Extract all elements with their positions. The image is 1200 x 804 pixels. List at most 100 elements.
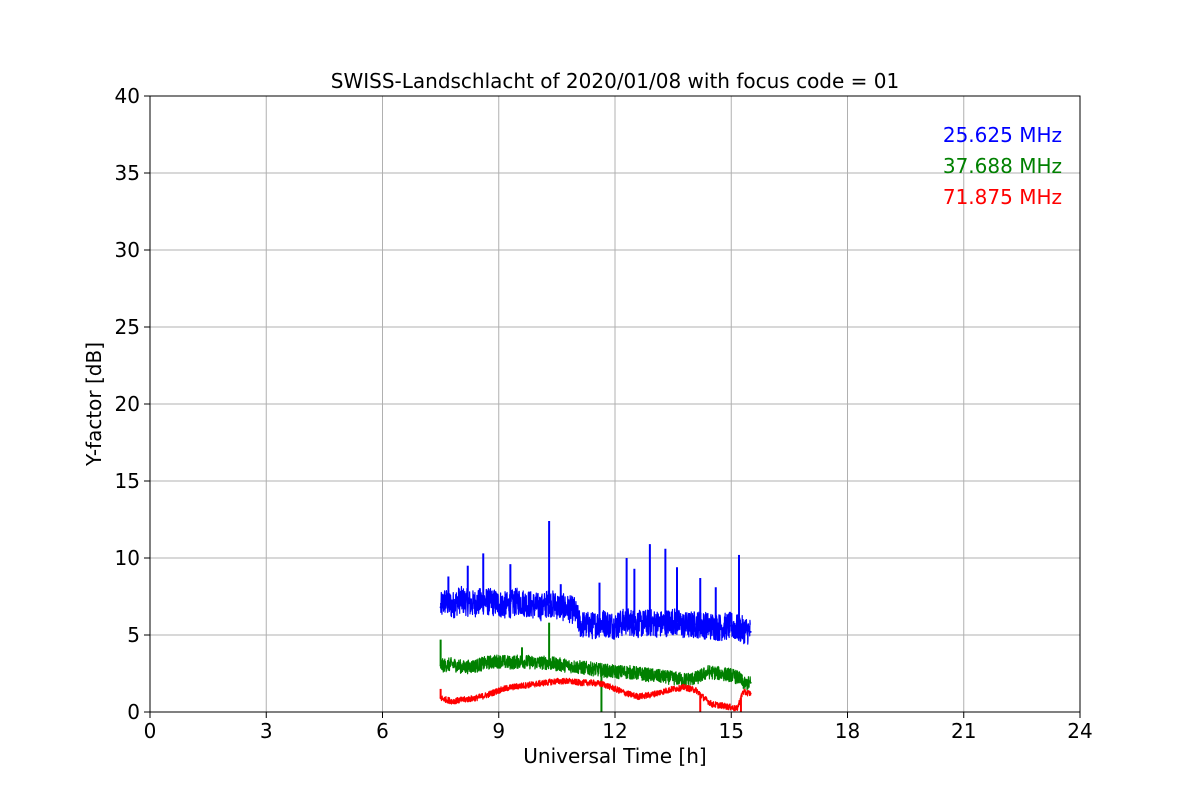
- y-tick-label: 40: [115, 84, 140, 108]
- data-point: [590, 624, 593, 627]
- data-point: [590, 667, 593, 670]
- data-point: [648, 674, 651, 677]
- chart-title: SWISS-Landschlacht of 2020/01/08 with fo…: [331, 69, 899, 93]
- data-point: [660, 690, 663, 693]
- legend: 25.625 MHz 37.688 MHz 71.875 MHz: [943, 123, 1062, 209]
- data-point: [730, 706, 733, 709]
- data-point: [614, 687, 616, 690]
- x-tick-label: 18: [835, 719, 860, 743]
- y-tick-label: 30: [115, 238, 140, 262]
- data-point: [462, 698, 465, 701]
- data-point: [555, 680, 558, 683]
- data-point: [614, 670, 616, 673]
- data-point: [672, 687, 675, 690]
- y-tick-label: 5: [127, 623, 140, 647]
- y-tick-label: 35: [115, 161, 140, 185]
- data-point: [474, 697, 477, 700]
- series-2: [439, 677, 752, 712]
- data-point: [443, 600, 446, 603]
- data-point: [521, 684, 523, 687]
- x-tick-label: 3: [260, 719, 273, 743]
- y-tick-label: 10: [115, 546, 140, 570]
- data-point: [482, 600, 485, 603]
- data-point: [439, 664, 442, 667]
- data-point: [707, 670, 709, 673]
- data-point: [718, 626, 721, 629]
- data-point: [497, 689, 500, 692]
- data-point: [736, 707, 739, 710]
- y-tick-label: 20: [115, 392, 140, 416]
- data-point: [672, 620, 675, 623]
- data-point: [439, 697, 442, 700]
- data-point: [625, 670, 628, 673]
- data-point: [602, 683, 605, 686]
- x-tick-label: 21: [951, 719, 976, 743]
- data-point: [695, 689, 698, 692]
- legend-entry: 37.688 MHz: [943, 154, 1062, 178]
- data-point: [749, 681, 752, 684]
- data-point: [660, 623, 663, 626]
- data-point: [730, 674, 733, 677]
- data-point: [683, 686, 686, 689]
- y-axis-label: Y-factor [dB]: [82, 342, 106, 467]
- data-point: [567, 680, 570, 683]
- data-point: [743, 683, 746, 686]
- data-point: [703, 697, 706, 700]
- data-point: [738, 677, 740, 680]
- data-point: [486, 694, 489, 697]
- data-point: [745, 629, 748, 632]
- data-point: [521, 660, 523, 663]
- data-point: [493, 601, 496, 604]
- data-point: [470, 603, 473, 606]
- data-point: [544, 681, 547, 684]
- data-point: [683, 678, 686, 681]
- data-point: [614, 624, 616, 627]
- data-point: [695, 677, 698, 680]
- data-point: [509, 661, 512, 664]
- data-point: [749, 630, 752, 633]
- data-point: [497, 660, 500, 663]
- data-point: [573, 609, 576, 612]
- data-point: [730, 624, 733, 627]
- data-point: [548, 601, 551, 604]
- data-point: [451, 663, 454, 666]
- data-point: [509, 686, 512, 689]
- data-point: [683, 624, 686, 627]
- data-point: [555, 604, 558, 607]
- x-tick-label: 9: [492, 719, 505, 743]
- data-point: [439, 606, 442, 609]
- data-point: [625, 620, 628, 623]
- x-tick-label: 15: [719, 719, 744, 743]
- data-point: [517, 600, 520, 603]
- series-trace: [440, 677, 752, 712]
- x-tick-label: 12: [602, 719, 627, 743]
- data-point: [590, 681, 593, 684]
- data-point: [741, 690, 744, 693]
- legend-entry: 25.625 MHz: [943, 123, 1062, 147]
- data-point: [695, 623, 698, 626]
- legend-entry: 71.875 MHz: [943, 185, 1062, 209]
- data-point: [710, 703, 713, 706]
- x-tick-label: 6: [376, 719, 389, 743]
- data-point: [505, 604, 508, 607]
- data-point: [672, 677, 675, 680]
- data-point: [602, 669, 605, 672]
- y-tick-label: 0: [127, 700, 140, 724]
- series-layer: [439, 521, 752, 712]
- data-point: [637, 623, 640, 626]
- data-point: [451, 700, 454, 703]
- data-point: [544, 661, 547, 664]
- data-point: [637, 672, 640, 675]
- data-point: [459, 598, 461, 601]
- data-point: [528, 603, 531, 606]
- data-point: [660, 675, 663, 678]
- series-trace: [440, 654, 752, 691]
- axis-ticks: 0 3 6 9 12 15 18 21 24 0 5 10 15 20 25 30 35 40: [115, 84, 1093, 743]
- data-point: [749, 692, 752, 695]
- data-point: [579, 623, 582, 626]
- data-point: [486, 661, 489, 664]
- series-trace: [440, 585, 751, 645]
- series-1: [439, 622, 752, 712]
- data-point: [602, 621, 605, 624]
